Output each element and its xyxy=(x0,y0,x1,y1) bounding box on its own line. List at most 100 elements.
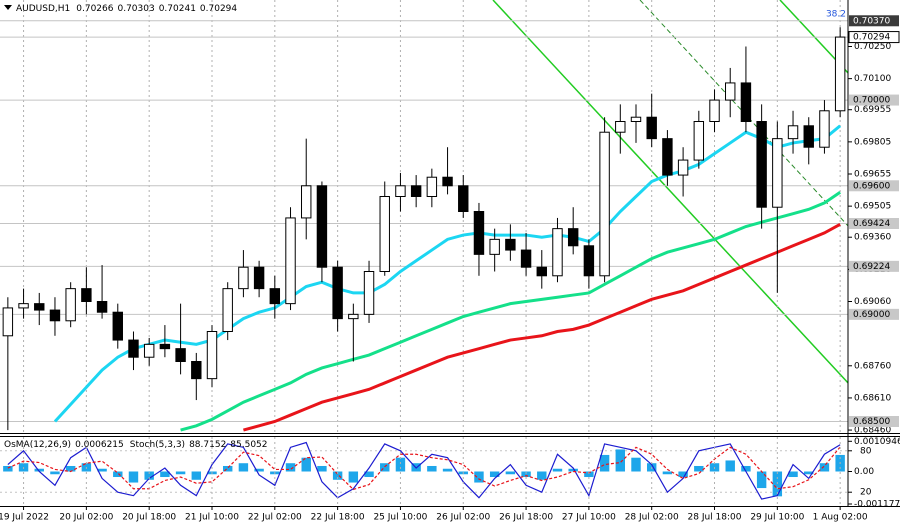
x-tick-label: 21 Jul 10:00 xyxy=(185,513,239,523)
candle-body xyxy=(725,82,736,101)
candle-body xyxy=(301,185,312,219)
osma-bar xyxy=(380,463,390,472)
osma-bar xyxy=(301,457,311,472)
candle-body xyxy=(834,36,846,112)
candle-body xyxy=(489,238,500,255)
y-tick-label: 0.69505 xyxy=(854,202,891,212)
osma-bar xyxy=(348,471,359,483)
osma-bar xyxy=(3,465,13,472)
stoch-label: Stoch(5,3,3) xyxy=(130,440,185,450)
candle-body xyxy=(599,131,610,277)
candle-body xyxy=(693,121,705,161)
level-label: 0.70294 xyxy=(853,33,890,43)
y2-tick-label: 80 xyxy=(860,446,872,456)
candle-body xyxy=(552,228,563,277)
x-tick-label: 28 Jul 18:00 xyxy=(688,513,742,523)
candle-body xyxy=(740,82,752,123)
osma-bar xyxy=(552,468,563,472)
level-label-box xyxy=(849,15,899,27)
fibo-annotation: 38.2 xyxy=(826,10,846,20)
osma-bar xyxy=(819,463,830,472)
open-value: 0.70266 xyxy=(76,4,113,14)
stoch-signal-value: 85.5052 xyxy=(230,440,267,450)
osma-bar xyxy=(631,457,641,472)
candle-body xyxy=(772,138,783,208)
level-label-box xyxy=(849,308,899,320)
osma-bar xyxy=(285,463,296,472)
osma-bar xyxy=(804,471,814,475)
candle-body xyxy=(787,125,799,140)
level-label-box xyxy=(849,180,899,192)
y-tick-label: 0.68610 xyxy=(854,393,891,403)
candle-body xyxy=(253,266,265,290)
candle-body xyxy=(2,307,14,337)
candle-body xyxy=(238,266,249,290)
osma-bar xyxy=(678,471,688,478)
main-panel xyxy=(0,0,848,432)
candle-body xyxy=(646,116,657,140)
candle-body xyxy=(677,159,689,176)
candle-body xyxy=(332,266,343,320)
symbol: AUDUSD,H1 xyxy=(16,4,70,14)
osma-bar xyxy=(317,465,327,472)
osma-bar xyxy=(725,460,735,472)
x-tick-label: 1 Aug 02:00 xyxy=(813,513,868,523)
osma-bar xyxy=(568,468,578,472)
indicator-panel xyxy=(0,441,848,500)
y-tick-label: 0.69805 xyxy=(854,137,891,147)
candle-body xyxy=(65,288,76,322)
y-tick-label: 0.00 xyxy=(854,467,874,477)
y-tick-label: 0.69955 xyxy=(854,105,891,115)
candle-body xyxy=(395,185,406,198)
candle-body xyxy=(269,288,281,305)
low-value: 0.70241 xyxy=(159,4,196,14)
osma-bar xyxy=(615,449,626,472)
x-tick-label: 25 Jul 10:00 xyxy=(373,513,427,523)
osma-bar xyxy=(442,468,453,472)
moving-average xyxy=(53,124,842,423)
candle-body xyxy=(505,238,516,251)
x-tick-label: 20 Jul 02:00 xyxy=(59,513,113,523)
candle-body xyxy=(159,343,171,350)
osma-bar xyxy=(254,468,264,472)
osma-bar xyxy=(756,471,767,489)
level-label: 0.69224 xyxy=(853,262,890,272)
candle-body xyxy=(34,303,45,311)
candle-body xyxy=(348,313,359,320)
y2-tick-label: 20 xyxy=(860,488,872,498)
candle-body xyxy=(410,185,422,198)
menu-icon xyxy=(4,5,12,10)
y-tick-label: 0.69060 xyxy=(854,297,891,307)
osma-bar xyxy=(584,471,594,478)
x-tick-label: 22 Jul 02:00 xyxy=(248,513,302,523)
level-label-box xyxy=(849,416,899,427)
osma-bar xyxy=(599,454,610,472)
y-tick-label: 0.70250 xyxy=(854,42,891,52)
osma-bar xyxy=(113,471,123,478)
osma-bar xyxy=(788,471,798,478)
candle-body xyxy=(128,339,139,358)
candle-body xyxy=(426,176,438,197)
level-label: 0.69424 xyxy=(853,219,890,229)
x-tick-label: 20 Jul 18:00 xyxy=(122,513,176,523)
level-label-box xyxy=(849,218,899,229)
level-label: 0.70000 xyxy=(853,96,890,106)
candle-body xyxy=(615,121,626,133)
osma-bar xyxy=(65,465,76,472)
candle-body xyxy=(363,271,375,315)
x-tick-label: 19 Jul 2022 xyxy=(0,513,49,523)
y-tick-label: 0.0010946 xyxy=(854,437,900,447)
x-tick-label: 26 Jul 02:00 xyxy=(436,513,490,523)
candle-body xyxy=(583,245,595,277)
osma-bar xyxy=(694,465,704,472)
osma-bar xyxy=(364,471,374,478)
candle-body xyxy=(458,185,469,213)
candle-body xyxy=(379,196,390,272)
osma-bar xyxy=(97,468,107,472)
candle-body xyxy=(756,121,767,208)
osma-bar xyxy=(474,471,484,483)
osma-bar xyxy=(489,471,500,478)
osma-bar xyxy=(741,465,751,472)
candle-body xyxy=(143,343,155,358)
osma-bar xyxy=(521,471,531,478)
